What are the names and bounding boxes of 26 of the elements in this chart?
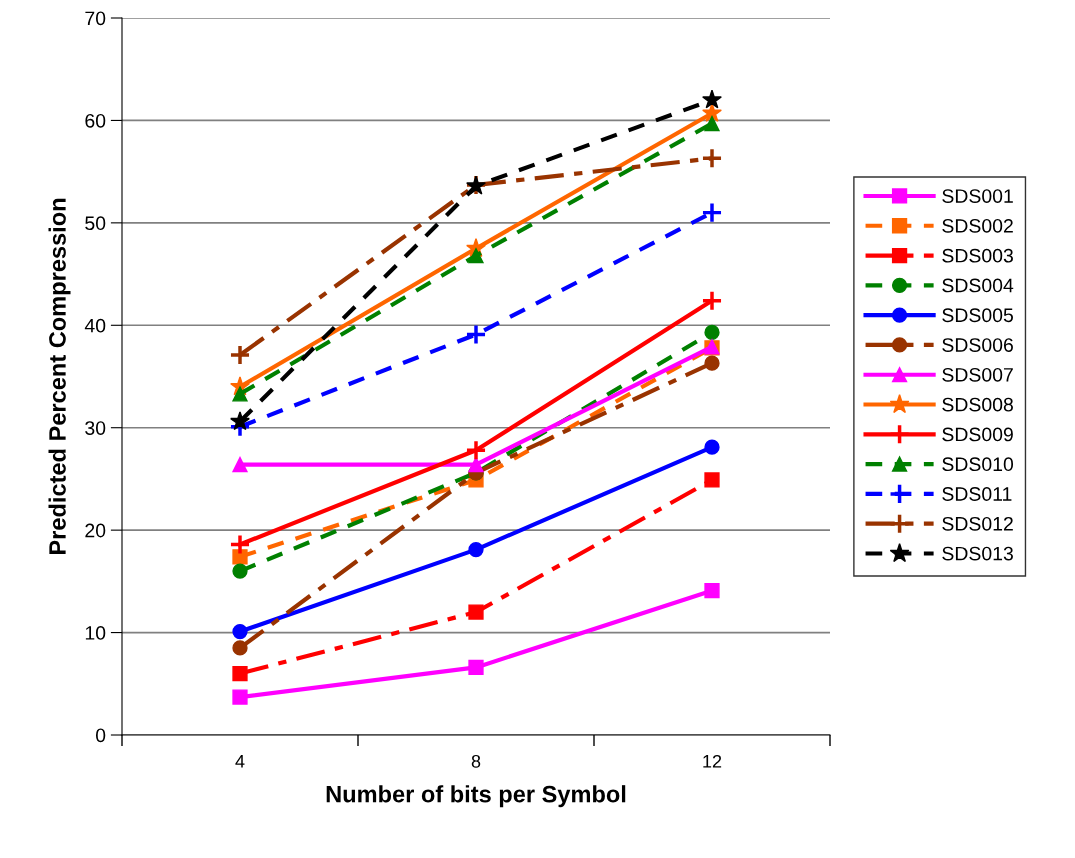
legend-label: SDS013 [942, 546, 1013, 561]
y-tick-label: 0 [95, 728, 106, 743]
legend-label: SDS009 [942, 427, 1013, 442]
y-tick-label: 70 [85, 11, 106, 26]
legend-label: SDS005 [942, 308, 1013, 323]
legend-label: SDS006 [942, 338, 1013, 352]
x-tick-label: 12 [703, 754, 722, 768]
y-tick-label: 60 [85, 113, 106, 128]
y-tick-label: 50 [85, 216, 106, 231]
legend-label: SDS002 [942, 218, 1013, 233]
y-tick-label: 10 [85, 626, 106, 640]
y-tick-label: 30 [85, 421, 106, 435]
legend-label: SDS001 [942, 189, 1013, 203]
y-axis-title: Predicted Percent Compression [48, 198, 71, 555]
legend-label: SDS003 [942, 248, 1013, 263]
legend-label: SDS011 [942, 487, 1012, 501]
legend-label: SDS010 [942, 457, 1014, 472]
x-tick-label: 8 [471, 754, 481, 768]
legend-label: SDS004 [942, 278, 1014, 293]
x-axis-title: Number of bits per Symbol [326, 785, 626, 808]
y-tick-label: 40 [84, 318, 106, 333]
legend-label: SDS007 [942, 367, 1013, 382]
legend-label: SDS008 [942, 397, 1013, 412]
y-tick-label: 20 [85, 523, 106, 538]
x-tick-label: 4 [235, 755, 245, 768]
legend-label: SDS012 [942, 516, 1013, 531]
